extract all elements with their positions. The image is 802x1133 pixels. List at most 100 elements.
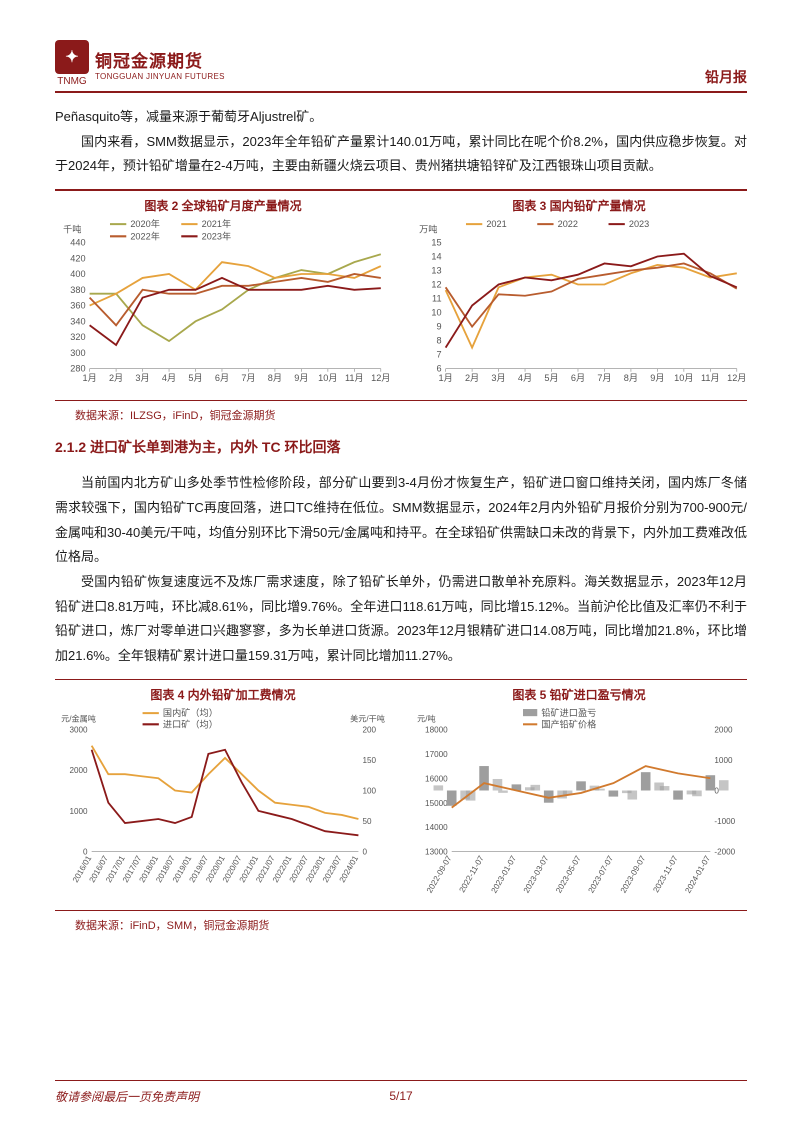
chart5-title: 图表 5 铅矿进口盈亏情况 — [411, 686, 747, 703]
logo-mark: ✦ — [55, 40, 89, 74]
svg-text:400: 400 — [70, 269, 85, 279]
svg-text:2023-11-07: 2023-11-07 — [651, 854, 680, 894]
chart5: 元/吨130001400015000160001700018000-2000-1… — [411, 707, 747, 900]
svg-text:2021: 2021 — [486, 219, 506, 229]
disclaimer: 敬请参阅最后一页免责声明 — [55, 1088, 199, 1105]
brand-logo: ✦ TNMG 铜冠金源期货 TONGGUAN JINYUAN FUTURES — [55, 40, 225, 87]
svg-text:8月: 8月 — [268, 372, 282, 382]
svg-text:2020年: 2020年 — [130, 218, 160, 229]
svg-text:200: 200 — [362, 726, 376, 735]
svg-text:2021年: 2021年 — [202, 218, 232, 229]
svg-text:0: 0 — [714, 787, 719, 796]
svg-text:15: 15 — [431, 237, 441, 247]
svg-text:铅矿进口盈亏: 铅矿进口盈亏 — [541, 707, 596, 718]
svg-text:2月: 2月 — [109, 372, 123, 382]
svg-text:2000: 2000 — [70, 766, 89, 775]
report-type: 铅月报 — [705, 67, 747, 87]
svg-text:国产铅矿价格: 国产铅矿价格 — [541, 719, 596, 730]
svg-text:3月: 3月 — [135, 372, 149, 382]
svg-text:2023-05-07: 2023-05-07 — [554, 854, 583, 895]
svg-text:15000: 15000 — [425, 799, 448, 808]
svg-text:100: 100 — [362, 787, 376, 796]
svg-text:8月: 8月 — [624, 372, 638, 382]
intro-p1: Peñasquito等，减量来源于葡萄牙Aljustrel矿。 — [55, 105, 747, 130]
svg-text:440: 440 — [70, 237, 85, 247]
svg-text:2022年: 2022年 — [130, 230, 160, 241]
page-footer: 敬请参阅最后一页免责声明 5/17 — [0, 1080, 802, 1104]
source1: 数据来源：ILZSG，iFinD，铜冠金源期货 — [75, 407, 747, 423]
svg-text:2023-07-07: 2023-07-07 — [587, 854, 616, 895]
svg-text:6月: 6月 — [571, 372, 585, 382]
svg-text:10: 10 — [431, 307, 441, 317]
chart4: 元/金属吨美元/干吨01000200030000501001502002016/… — [55, 707, 391, 900]
header-rule — [55, 91, 747, 93]
divider — [55, 400, 747, 402]
svg-text:12月: 12月 — [727, 372, 746, 382]
svg-text:1000: 1000 — [714, 756, 733, 765]
svg-text:380: 380 — [70, 284, 85, 294]
svg-text:2023-09-07: 2023-09-07 — [619, 854, 648, 895]
svg-text:360: 360 — [70, 300, 85, 310]
section-212-heading: 2.1.2 进口矿长单到港为主，内外 TC 环比回落 — [55, 437, 747, 457]
svg-text:2023: 2023 — [629, 219, 649, 229]
page-header: ✦ TNMG 铜冠金源期货 TONGGUAN JINYUAN FUTURES 铅… — [55, 40, 747, 87]
brand-cn: 铜冠金源期货 — [95, 47, 225, 72]
svg-text:13: 13 — [431, 265, 441, 275]
svg-text:6月: 6月 — [215, 372, 229, 382]
svg-text:4月: 4月 — [518, 372, 532, 382]
svg-text:14: 14 — [431, 251, 441, 261]
svg-text:9: 9 — [436, 321, 441, 331]
svg-text:10月: 10月 — [674, 372, 693, 382]
svg-text:10月: 10月 — [318, 372, 337, 382]
tnmg-label: TNMG — [55, 76, 89, 87]
svg-text:2023-01-07: 2023-01-07 — [490, 854, 519, 895]
svg-text:18000: 18000 — [425, 726, 448, 735]
divider — [55, 910, 747, 912]
svg-text:12月: 12月 — [371, 372, 390, 382]
footer-rule — [55, 1080, 747, 1082]
svg-text:进口矿（均）: 进口矿（均） — [163, 719, 218, 730]
p212-2: 受国内铅矿恢复速度远不及炼厂需求速度，除了铅矿长单外，仍需进口散单补充原料。海关… — [55, 570, 747, 669]
svg-text:元/金属吨: 元/金属吨 — [61, 713, 96, 723]
svg-text:1月: 1月 — [439, 372, 453, 382]
svg-text:2022-11-07: 2022-11-07 — [458, 854, 487, 894]
p212-1: 当前国内北方矿山多处季节性检修阶段，部分矿山要到3-4月份才恢复生产，铅矿进口窗… — [55, 471, 747, 570]
svg-text:3月: 3月 — [491, 372, 505, 382]
svg-text:5月: 5月 — [544, 372, 558, 382]
svg-text:2023-03-07: 2023-03-07 — [522, 854, 551, 895]
charts-row-1: 图表 2 全球铅矿月度产量情况 280300320340360380400420… — [55, 197, 747, 394]
svg-text:11月: 11月 — [701, 372, 720, 382]
source2: 数据来源：iFinD，SMM，铜冠金源期货 — [75, 917, 747, 933]
svg-text:1000: 1000 — [70, 807, 89, 816]
svg-text:14000: 14000 — [425, 823, 448, 832]
intro-p2: 国内来看，SMM数据显示，2023年全年铅矿产量累计140.01万吨，累计同比在… — [55, 130, 747, 179]
brand-en: TONGGUAN JINYUAN FUTURES — [95, 72, 225, 81]
svg-text:50: 50 — [362, 817, 372, 826]
svg-text:12: 12 — [431, 279, 441, 289]
svg-text:2022-09-07: 2022-09-07 — [425, 854, 454, 895]
svg-text:1月: 1月 — [83, 372, 97, 382]
svg-text:国内矿（均）: 国内矿（均） — [163, 707, 218, 718]
svg-text:8: 8 — [436, 335, 441, 345]
svg-text:2022: 2022 — [558, 219, 578, 229]
svg-text:11: 11 — [432, 293, 442, 303]
svg-text:17000: 17000 — [425, 750, 448, 759]
chart2: 280300320340360380400420440千吨1月2月3月4月5月6… — [55, 218, 391, 391]
svg-text:2024-01-07: 2024-01-07 — [684, 854, 713, 895]
svg-text:7: 7 — [436, 349, 441, 359]
svg-text:150: 150 — [362, 756, 376, 765]
svg-text:2月: 2月 — [465, 372, 479, 382]
svg-text:9月: 9月 — [650, 372, 664, 382]
svg-text:11月: 11月 — [345, 372, 364, 382]
page-number: 5/17 — [389, 1089, 412, 1103]
chart4-title: 图表 4 内外铅矿加工费情况 — [55, 686, 391, 703]
svg-text:元/吨: 元/吨 — [417, 713, 436, 723]
svg-text:3000: 3000 — [70, 726, 89, 735]
divider — [55, 679, 747, 681]
svg-text:万吨: 万吨 — [419, 223, 437, 234]
svg-text:-1000: -1000 — [714, 817, 735, 826]
svg-text:2000: 2000 — [714, 726, 733, 735]
svg-text:16000: 16000 — [425, 774, 448, 783]
svg-text:4月: 4月 — [162, 372, 176, 382]
chart3: 6789101112131415万吨1月2月3月4月5月6月7月8月9月10月1… — [411, 218, 747, 391]
